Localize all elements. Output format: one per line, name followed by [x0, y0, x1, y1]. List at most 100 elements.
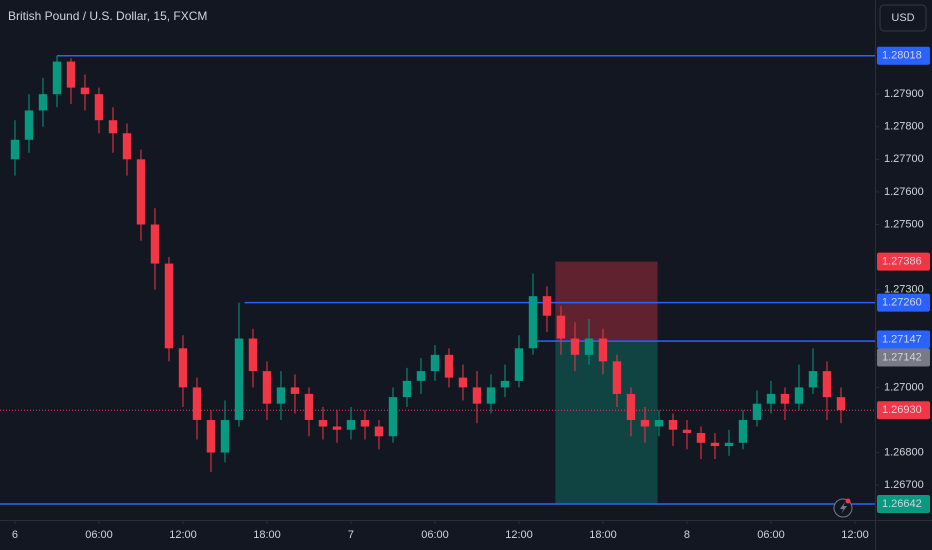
candle-body — [486, 387, 496, 404]
x-tick-label: 06:00 — [757, 529, 785, 541]
candle-body — [220, 419, 230, 453]
lightning-glyph — [840, 502, 847, 514]
candle-body — [388, 397, 398, 437]
price-label-box — [877, 330, 930, 349]
candle-body — [206, 419, 216, 453]
candle-body — [640, 419, 650, 427]
candle-body — [612, 361, 622, 394]
candle-body — [290, 387, 300, 394]
candle-body — [626, 393, 636, 420]
price-label: 1.27147 — [882, 333, 922, 345]
candle-body — [556, 315, 566, 339]
candle-body — [836, 397, 846, 411]
y-tick-label: 1.27700 — [884, 153, 924, 165]
candle-body — [416, 371, 426, 381]
y-tick-label: 1.27300 — [884, 284, 924, 296]
alert-dot — [845, 498, 851, 504]
x-tick-label: 18:00 — [253, 529, 281, 541]
candle-body — [808, 371, 818, 388]
price-label-box — [877, 252, 930, 271]
candle-body — [122, 133, 132, 160]
y-tick-label: 1.26800 — [884, 446, 924, 458]
price-label-box — [877, 401, 930, 420]
currency-button[interactable] — [879, 4, 927, 32]
candle-body — [780, 393, 790, 404]
candle-body — [500, 380, 510, 388]
candle-body — [584, 338, 594, 355]
candle-body — [150, 224, 160, 264]
candle-body — [458, 377, 468, 388]
candle-body — [332, 426, 342, 430]
candle-body — [668, 419, 678, 430]
candle-body — [248, 338, 258, 372]
candle-body — [710, 442, 720, 447]
price-label-box — [877, 495, 930, 514]
candle-body — [444, 354, 454, 378]
x-tick-label: 12:00 — [505, 529, 533, 541]
candle-body — [724, 442, 734, 447]
x-tick-label: 7 — [348, 529, 354, 541]
candle-body — [262, 371, 272, 404]
candle-body — [738, 419, 748, 443]
y-tick-label: 1.26700 — [884, 479, 924, 491]
candle-body — [234, 338, 244, 420]
y-tick-label: 1.27900 — [884, 88, 924, 100]
x-tick-label: 8 — [684, 529, 690, 541]
x-tick-label: 12:00 — [169, 529, 197, 541]
candle-body — [108, 120, 118, 134]
candle-body — [472, 387, 482, 404]
price-label: 1.28018 — [882, 50, 922, 62]
candle-body — [752, 403, 762, 420]
candle-body — [136, 159, 146, 225]
price-label: 1.27142 — [882, 351, 922, 363]
x-tick-label: 18:00 — [589, 529, 617, 541]
candle-body — [682, 429, 692, 434]
candle-body — [696, 433, 706, 443]
candle-body — [192, 387, 202, 420]
currency-label[interactable]: USD — [891, 12, 914, 24]
candle-body — [654, 419, 664, 427]
position-target-zone — [555, 341, 658, 505]
price-label: 1.27260 — [882, 297, 922, 309]
candle-body — [52, 61, 62, 95]
price-label: 1.26642 — [882, 498, 922, 510]
plot — [0, 54, 875, 505]
x-tick-label: 06:00 — [421, 529, 449, 541]
y-tick-label: 1.27500 — [884, 218, 924, 230]
candle-body — [346, 419, 356, 430]
chart-title: British Pound / U.S. Dollar, 15, FXCM — [8, 9, 207, 23]
candle-body — [178, 348, 188, 388]
candle-body — [318, 419, 328, 427]
candle-body — [80, 87, 90, 95]
y-tick-label: 1.27000 — [884, 381, 924, 393]
candle-body — [430, 354, 440, 372]
candle-body — [514, 348, 524, 381]
candle-body — [766, 393, 776, 404]
candle-body — [276, 387, 286, 404]
candle-body — [402, 380, 412, 398]
price-label-box — [877, 348, 930, 367]
candle-body — [164, 263, 174, 349]
price-label-box — [877, 293, 930, 312]
candle-body — [794, 387, 804, 404]
candle-body — [66, 61, 76, 88]
position-stop-zone — [555, 261, 658, 342]
candle-body — [38, 94, 48, 111]
candle-body — [598, 338, 608, 362]
candle-body — [570, 338, 580, 355]
candle-body — [374, 426, 384, 437]
candle-body — [10, 139, 20, 160]
price-label: 1.26930 — [882, 404, 922, 416]
x-tick-label: 12:00 — [841, 529, 869, 541]
candle-body — [360, 419, 370, 427]
candle-body — [94, 94, 104, 121]
y-tick-label: 1.27800 — [884, 121, 924, 133]
price-label-box — [877, 46, 930, 65]
x-tick-label: 06:00 — [85, 529, 113, 541]
candle-body — [542, 296, 552, 316]
candle-body — [24, 110, 34, 140]
candle-body — [822, 371, 832, 398]
